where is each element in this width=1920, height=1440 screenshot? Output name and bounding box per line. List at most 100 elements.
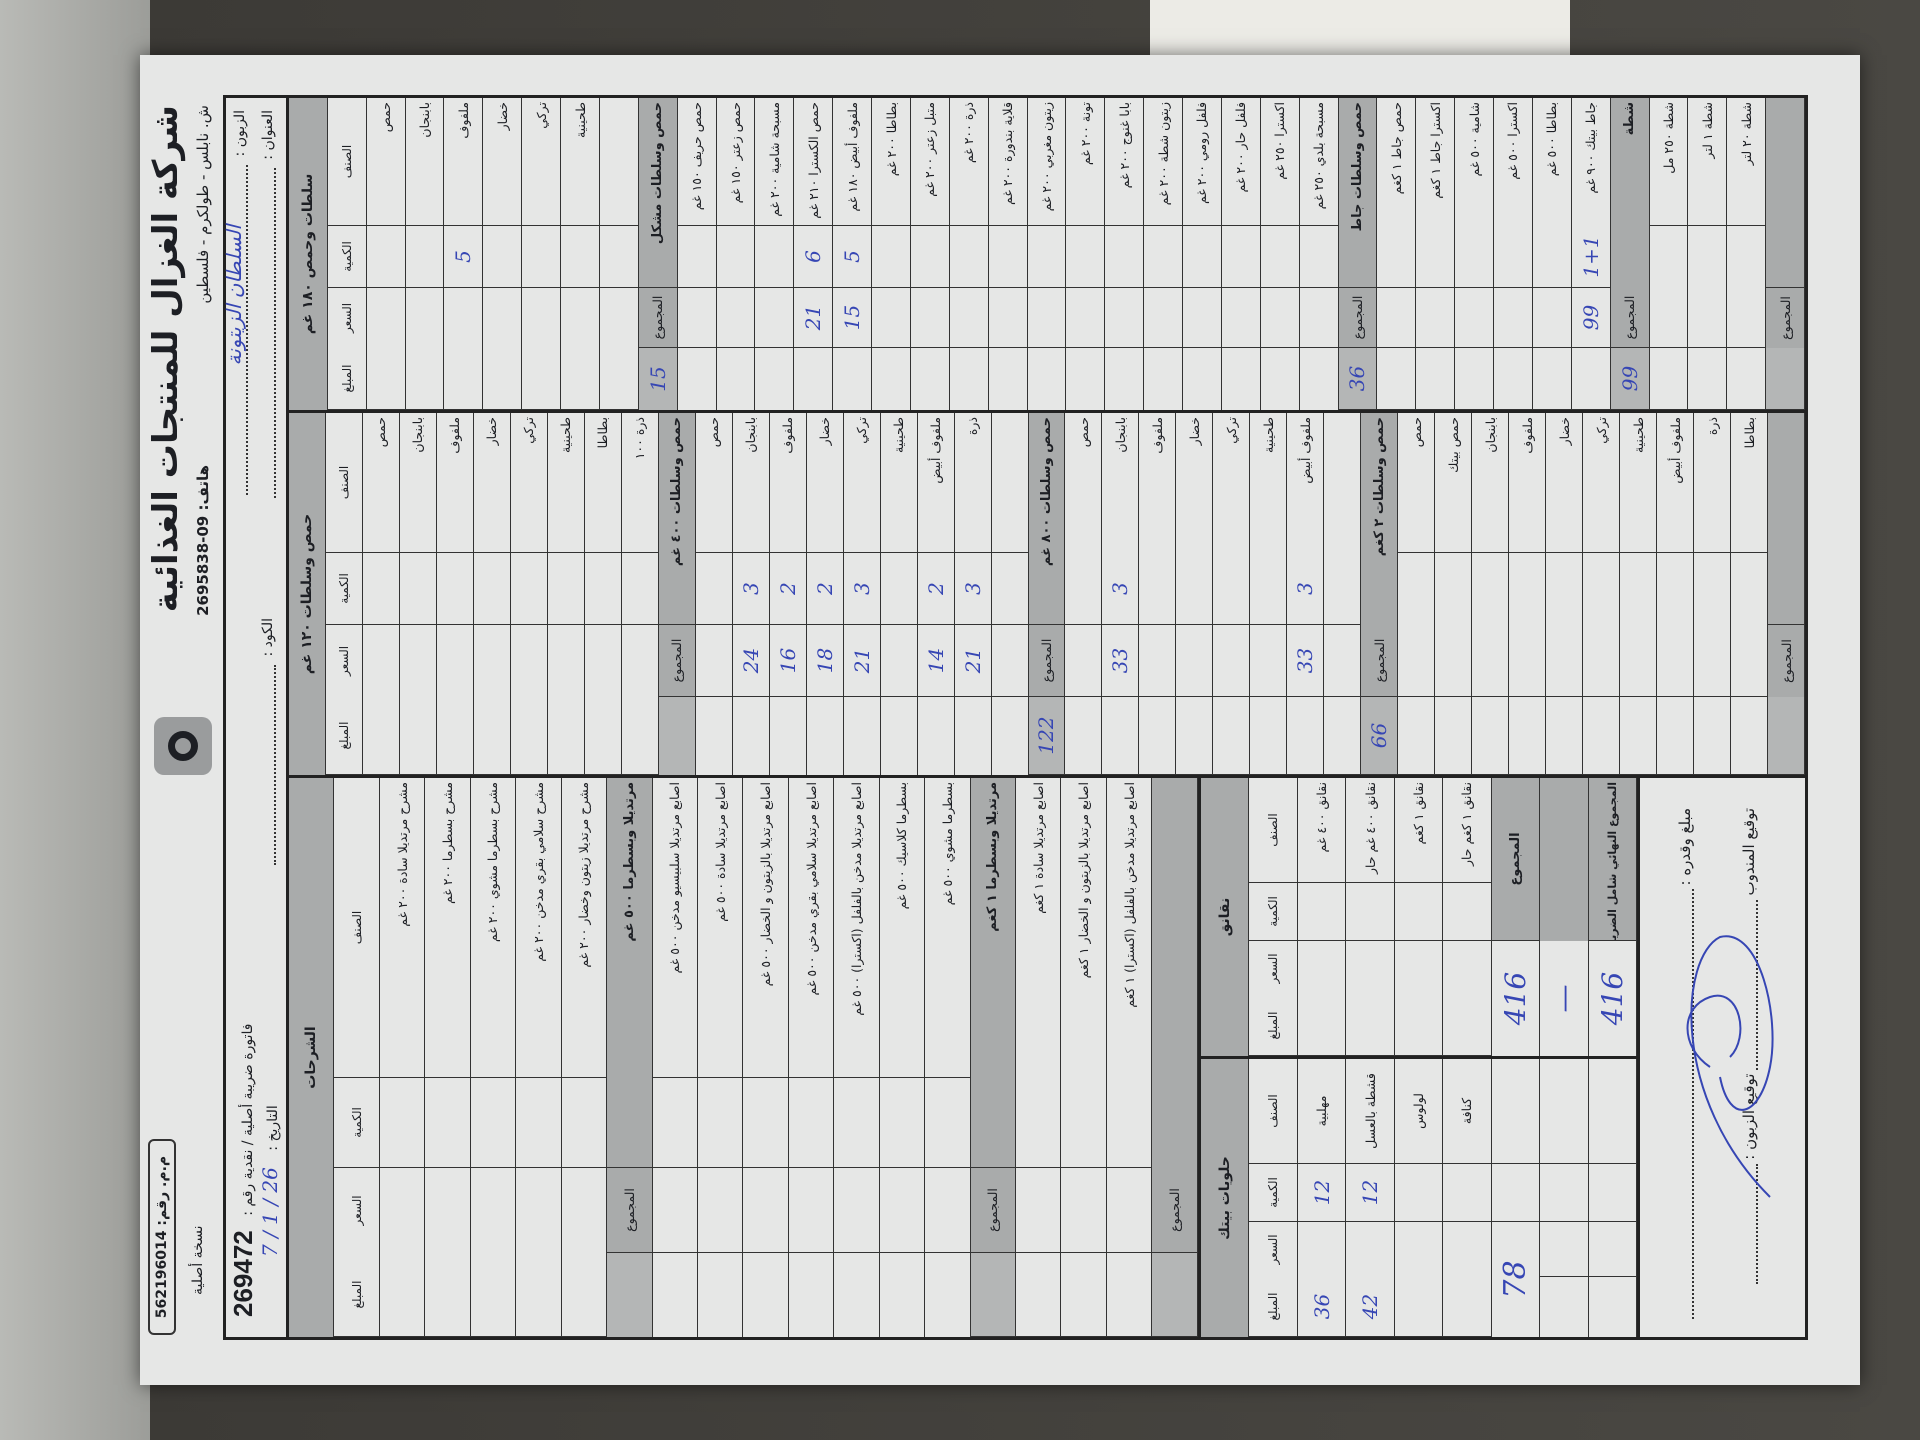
- address-label: العنوان :: [260, 110, 276, 160]
- item-price: [483, 288, 523, 348]
- item-amount: [1066, 348, 1106, 410]
- item-quantity: [399, 553, 437, 625]
- customer-line: السلطان الزيتونة: [222, 164, 248, 495]
- column-header-amount: المبلغ: [327, 348, 367, 410]
- item-name: تركي: [843, 413, 881, 553]
- item-price: [584, 625, 622, 697]
- item-amount: [743, 1253, 789, 1337]
- item-name: ملفوف أبيض: [1287, 413, 1325, 553]
- item-quantity: [1260, 226, 1300, 288]
- item-quantity: [1213, 553, 1251, 625]
- item-quantity: [1731, 553, 1769, 625]
- column-header-price: السعر: [327, 288, 367, 348]
- item-quantity: [743, 1078, 789, 1168]
- group-total-label: المجموع: [1152, 1168, 1198, 1253]
- sausages-sweets-area: نقانق الصنف الكمية السعر المبلغ نقانق ٤٠٠ غم ن…: [1200, 778, 1641, 1337]
- item-name: بابنجان: [405, 98, 445, 226]
- item-price: [697, 1168, 744, 1253]
- group-total-label: المجموع: [607, 1168, 653, 1253]
- item-name: اصابع مرتديلا سلامي بقري مدخن ٥٠٠ غم: [788, 778, 835, 1078]
- sausages-table: نقانق الصنف الكمية السعر المبلغ نقانق ٤٠٠ غم ن…: [1200, 778, 1638, 1059]
- item-quantity: [362, 553, 400, 625]
- item-name: نقانق ١ كغم: [1394, 778, 1444, 883]
- group-total-value: [1768, 697, 1805, 775]
- item-quantity: [788, 1078, 835, 1168]
- group-header: حمص وسلطات ٨٠٠ غم: [1028, 413, 1066, 625]
- item-quantity: [834, 1078, 880, 1168]
- item-name: ذرة: [954, 413, 992, 553]
- item-quantity: [1144, 226, 1184, 288]
- blank-grey-cell: [1540, 778, 1589, 941]
- item-name: طحينية: [561, 98, 600, 226]
- item-price: [1398, 625, 1436, 697]
- group-total-value: 99: [1610, 348, 1650, 410]
- invoice-label: فاتورة ضريبة أصلية / نقدية رقم :: [240, 1023, 256, 1216]
- item-quantity: [436, 553, 474, 625]
- group-total-value: [658, 697, 696, 775]
- group-total-label: المجموع: [1361, 625, 1399, 697]
- item-price: [880, 625, 918, 697]
- group-total-value: [1152, 1253, 1198, 1337]
- item-quantity: [1472, 553, 1510, 625]
- salads-hummus-180g-table: سلطات وحمص ١٨٠ غم الصنف الكمية السعر المبلغ ح…: [289, 98, 1805, 413]
- item-amount: [1106, 1253, 1153, 1337]
- group-total-label: المجموع: [970, 1168, 1017, 1253]
- item-quantity: [652, 1078, 698, 1168]
- blank-cell: [1588, 1277, 1638, 1337]
- amount-words-label: مبلغ وقدره :: [1676, 808, 1695, 886]
- item-name: حمص: [695, 413, 733, 553]
- item-price: [1416, 288, 1456, 348]
- item-amount: [561, 348, 600, 410]
- item-amount: [834, 1253, 880, 1337]
- item-name: اصابع مرتديلا سادة ١ كغم: [1016, 778, 1062, 1078]
- item-quantity: [470, 1078, 517, 1168]
- group-total-label: المجموع: [1610, 288, 1650, 348]
- column-header-price: السعر: [325, 625, 363, 697]
- item-amount: [584, 697, 622, 775]
- item-price: [1297, 941, 1347, 996]
- item-name: مسبحة بلدي ٢٥٠ غم: [1299, 98, 1339, 226]
- item-name: ملفوف: [436, 413, 474, 553]
- item-name: ملفوف أبيض: [1657, 413, 1695, 553]
- code-field: الكود :: [258, 618, 276, 869]
- item-name: بابنجان: [399, 413, 437, 553]
- item-quantity: [516, 1078, 562, 1168]
- item-name: خضار: [806, 413, 844, 553]
- item-amount: [677, 348, 717, 410]
- item-price: [1727, 288, 1767, 348]
- item-name: بابنجان: [1102, 413, 1140, 553]
- item-quantity: [522, 226, 562, 288]
- item-name: اصابع مرتديلا بالزيتون و الخضار ١ كغم: [1061, 778, 1107, 1078]
- item-amount: [1416, 348, 1456, 410]
- item-amount: [732, 697, 770, 775]
- group-header: شطة: [1610, 98, 1650, 288]
- item-price: [991, 625, 1029, 697]
- item-price: 33: [1287, 625, 1325, 697]
- item-price: 15: [833, 288, 873, 348]
- item-price: [743, 1168, 789, 1253]
- item-name: مشرح سلامي بقري مدخن ٢٠٠ غم: [516, 778, 562, 1078]
- item-name: بابنجان: [732, 413, 770, 553]
- item-price: [652, 1168, 698, 1253]
- item-amount: [1509, 697, 1547, 775]
- item-price: [677, 288, 717, 348]
- item-quantity: [1443, 883, 1492, 941]
- item-price: [1027, 288, 1067, 348]
- item-amount: [917, 697, 955, 775]
- item-quantity: 2: [769, 553, 807, 625]
- item-quantity: 12: [1346, 1164, 1395, 1222]
- item-quantity: [1016, 1078, 1062, 1168]
- group-total-label: المجموع: [638, 288, 678, 348]
- item-name: خضار: [1546, 413, 1584, 553]
- item-amount: [1183, 348, 1222, 410]
- group-total-label: المجموع: [1028, 625, 1066, 697]
- item-quantity: [621, 553, 659, 625]
- item-price: [1061, 1168, 1107, 1253]
- item-price: [1455, 288, 1495, 348]
- item-price: [1532, 288, 1572, 348]
- item-price: [1139, 625, 1177, 697]
- item-name: كنافة: [1443, 1059, 1492, 1164]
- item-name: تونة ٢٠٠ غم: [1066, 98, 1106, 226]
- invoice-number-field: فاتورة ضريبة أصلية / نقدية رقم : 269472: [228, 1024, 259, 1317]
- column-header-price: السعر: [1249, 1222, 1298, 1277]
